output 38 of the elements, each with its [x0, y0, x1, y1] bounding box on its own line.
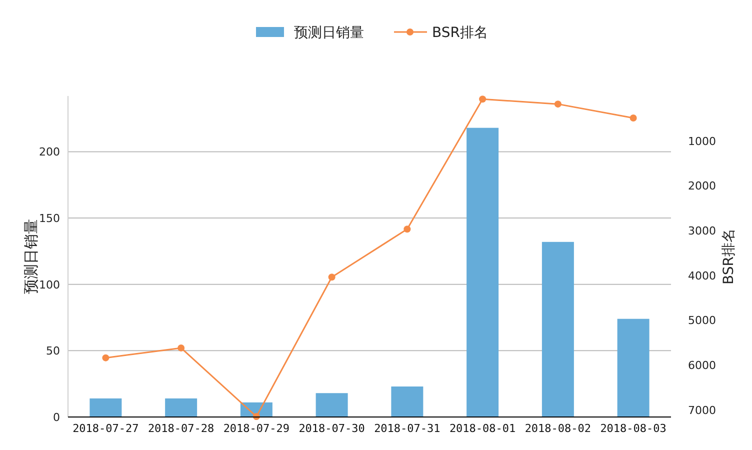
x-tick-label: 2018-07-29	[223, 422, 290, 435]
x-tick-label: 2018-07-31	[374, 422, 440, 435]
legend-label: 预测日销量	[294, 25, 364, 41]
x-tick-label: 2018-07-30	[298, 422, 365, 435]
x-tick-label: 2018-08-01	[449, 422, 516, 435]
y2-axis-title: BSR排名	[721, 228, 737, 284]
bar	[90, 398, 122, 417]
point	[630, 114, 637, 122]
point	[178, 344, 185, 352]
y-tick-label: 100	[39, 278, 60, 292]
x-tick-label: 2018-08-02	[524, 422, 592, 435]
bar	[391, 386, 424, 417]
x-tick-label: 2018-08-03	[600, 422, 666, 435]
y2-tick-label: 5000	[688, 314, 716, 328]
y2-tick-label: 4000	[688, 269, 716, 282]
point	[479, 96, 486, 103]
bar	[542, 242, 574, 417]
bar	[466, 128, 499, 417]
x-tick-label: 2018-07-28	[148, 422, 214, 435]
legend-label: BSR排名	[432, 25, 488, 41]
x-tick-label: 2018-07-27	[72, 422, 139, 435]
bar	[165, 398, 198, 417]
y2-tick-label: 1000	[688, 134, 716, 148]
point	[328, 274, 336, 281]
y2-tick-label: 6000	[688, 358, 716, 372]
y-tick-label: 50	[46, 344, 60, 358]
y2-tick-label: 2000	[688, 180, 716, 193]
point	[404, 226, 411, 233]
point	[554, 100, 562, 108]
bar	[617, 318, 650, 417]
point	[102, 354, 110, 362]
y2-tick-label: 7000	[688, 404, 716, 417]
bar	[316, 393, 348, 417]
y-tick-label: 200	[39, 146, 60, 159]
y-tick-label: 150	[39, 212, 60, 226]
y-axis-title: 预测日销量	[22, 219, 40, 294]
y2-tick-label: 3000	[688, 224, 716, 238]
y-tick-label: 0	[53, 411, 60, 424]
